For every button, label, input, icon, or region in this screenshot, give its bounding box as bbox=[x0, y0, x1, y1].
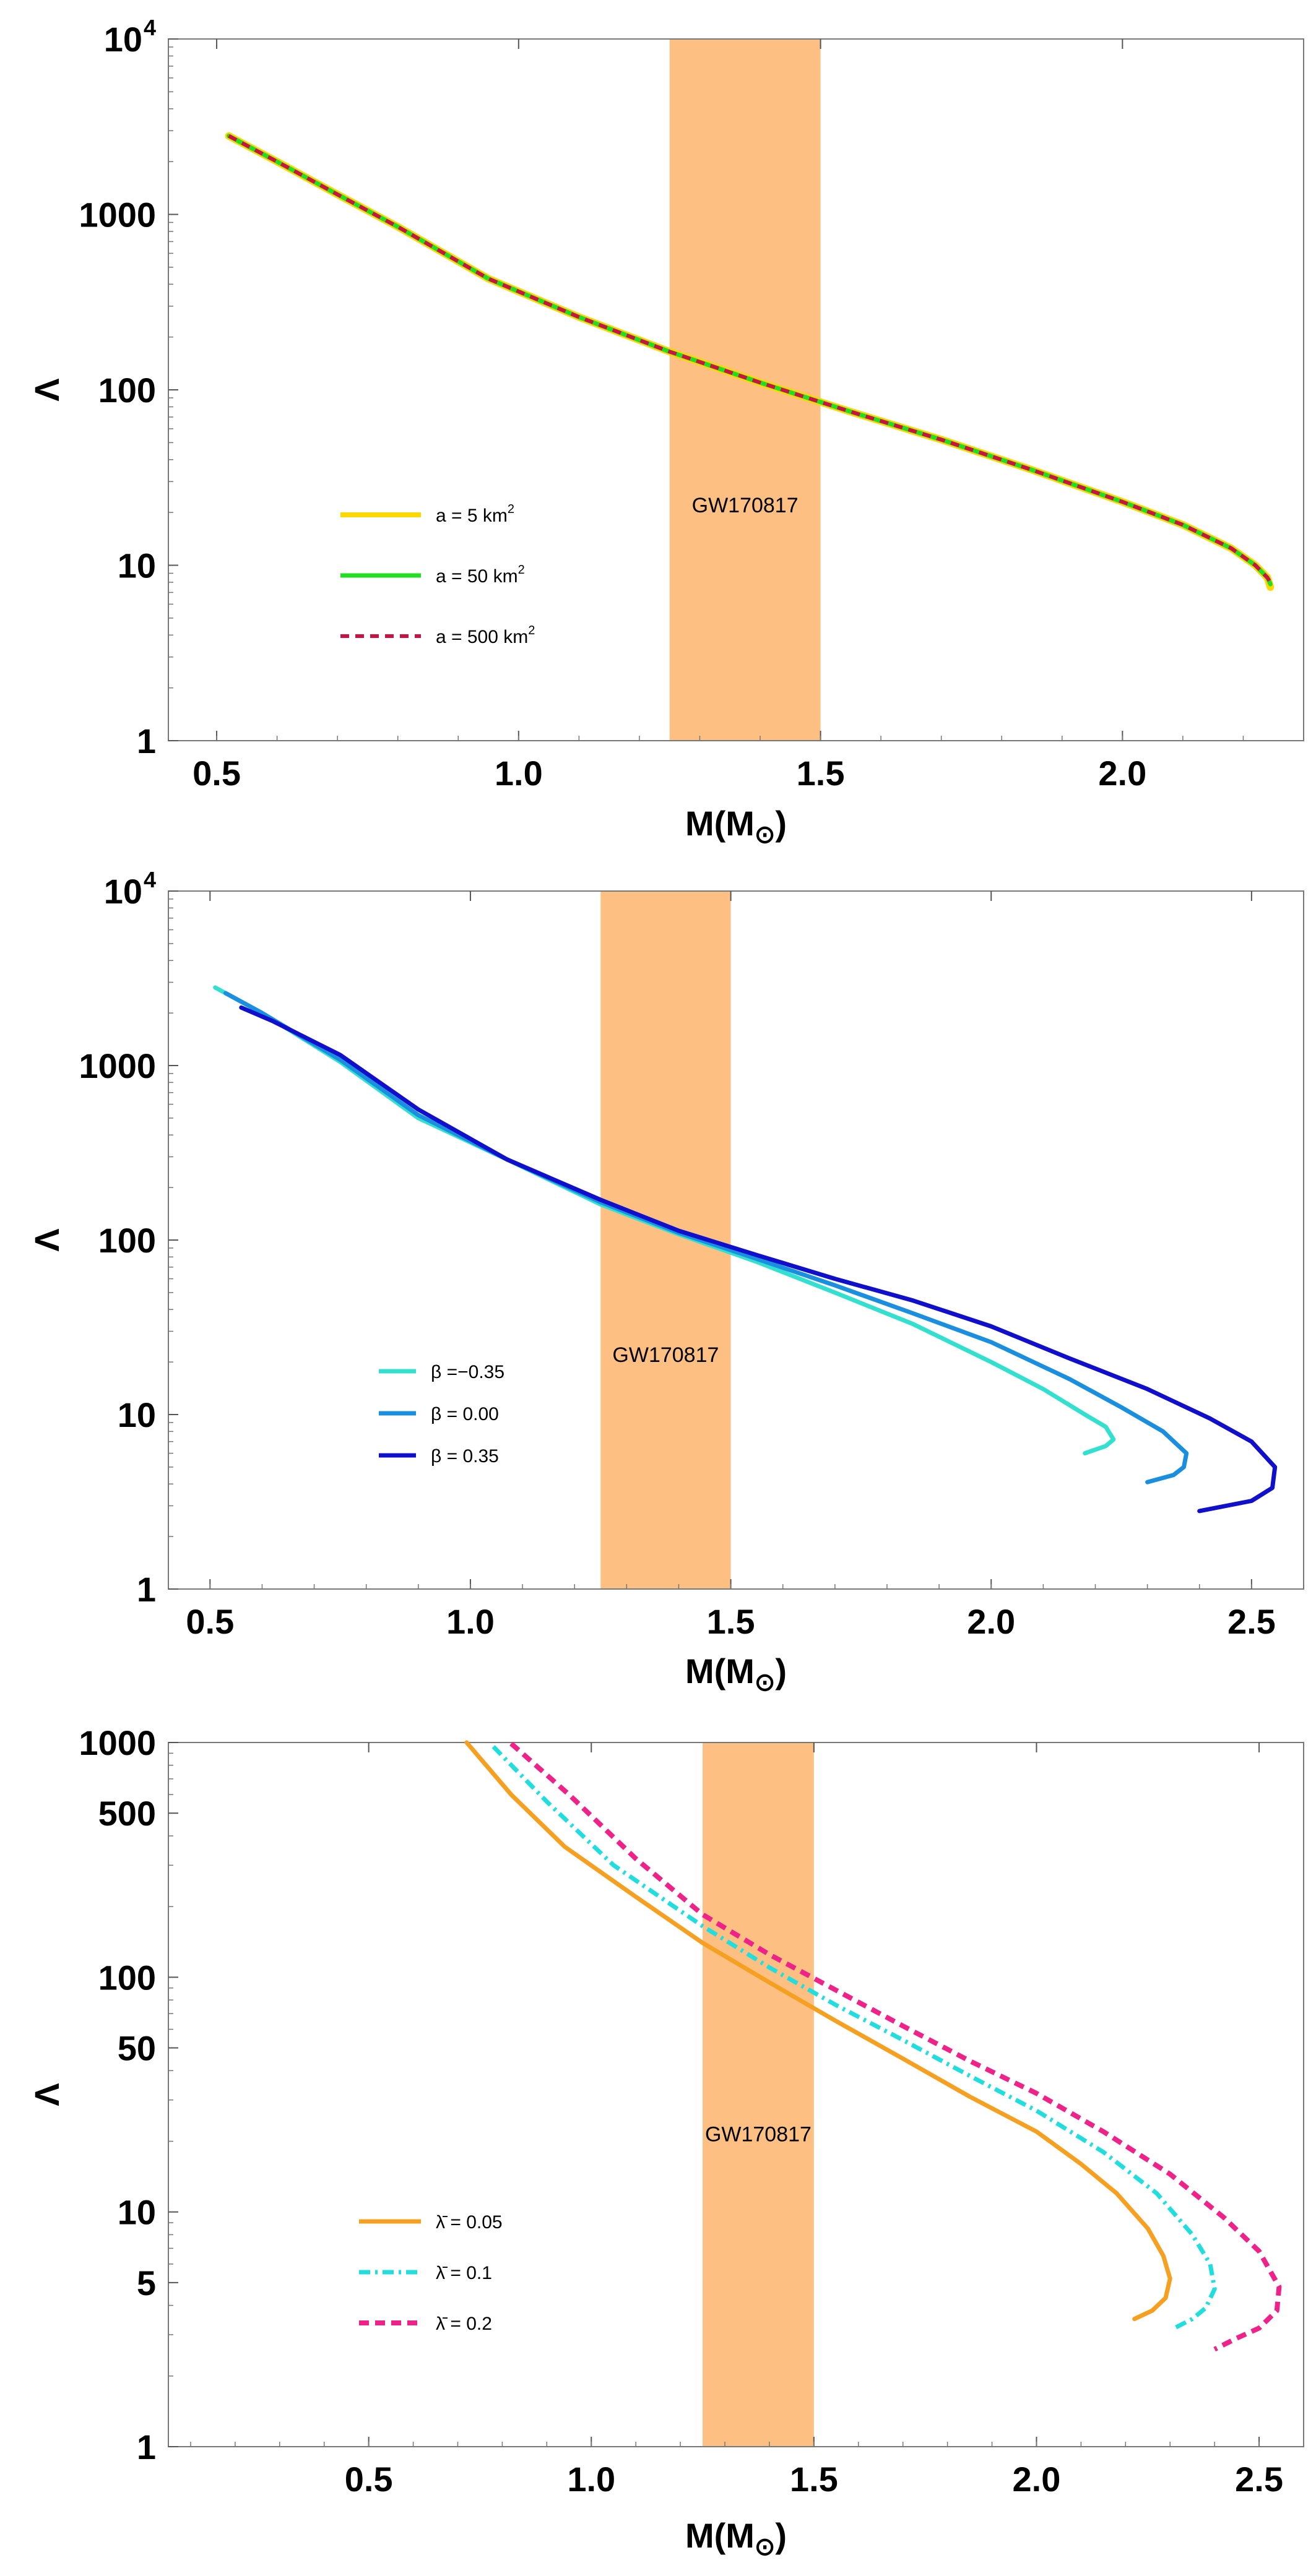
y-tick-label: 1000 bbox=[79, 1723, 156, 1762]
y-tick-label: 1 bbox=[137, 1570, 156, 1609]
y-tick-label: 50 bbox=[118, 2029, 156, 2068]
legend-label-1: λ̄ = 0.05 bbox=[436, 2212, 503, 2233]
x-axis-label: M(M⊙) bbox=[685, 2516, 787, 2561]
x-tick-label: 1.5 bbox=[797, 754, 845, 793]
y-tick-label-exponent: 4 bbox=[144, 867, 156, 892]
gw170817-band bbox=[669, 39, 821, 741]
legend-label-1: β =−0.35 bbox=[431, 1362, 504, 1382]
y-axis-label: Λ bbox=[27, 1228, 66, 1251]
y-tick-label: 1 bbox=[137, 2427, 156, 2466]
y-axis-label: Λ bbox=[27, 2083, 66, 2106]
x-tick-label: 1.0 bbox=[567, 2460, 615, 2499]
x-tick-label: 0.5 bbox=[193, 754, 241, 793]
x-tick-label: 2.5 bbox=[1227, 1602, 1276, 1641]
x-tick-label: 1.0 bbox=[495, 754, 543, 793]
y-tick-label: 10 bbox=[118, 1395, 156, 1434]
legend-label-3: a = 500 km2 bbox=[436, 624, 535, 647]
y-axis-label: Λ bbox=[27, 378, 66, 401]
plot-frame bbox=[168, 890, 1304, 1590]
y-tick-label: 10 bbox=[118, 2193, 156, 2232]
x-tick-label: 0.5 bbox=[345, 2460, 393, 2499]
legend-label-3: β = 0.35 bbox=[431, 1446, 499, 1467]
y-tick-label: 10 bbox=[104, 20, 142, 59]
legend-label-3: λ̄ = 0.2 bbox=[436, 2314, 492, 2334]
band-label: GW170817 bbox=[612, 1343, 719, 1367]
y-tick-label: 10 bbox=[104, 872, 142, 911]
series-line-3 bbox=[228, 134, 1272, 584]
y-tick-label: 5 bbox=[137, 2264, 156, 2302]
x-tick-label: 2.0 bbox=[967, 1602, 1015, 1641]
series-line-2 bbox=[491, 1745, 1217, 2330]
x-axis-label: M(M⊙) bbox=[685, 804, 787, 848]
y-tick-label-exponent: 4 bbox=[144, 15, 156, 40]
y-tick-label: 100 bbox=[98, 371, 156, 410]
band-label: GW170817 bbox=[692, 494, 799, 517]
series-line-3 bbox=[239, 1005, 1278, 1514]
x-tick-label: 1.5 bbox=[707, 1602, 755, 1641]
x-axis-label: M(M⊙) bbox=[685, 1652, 787, 1696]
x-tick-label: 2.5 bbox=[1235, 2460, 1283, 2499]
y-tick-label: 500 bbox=[98, 1794, 156, 1833]
legend-label-1: a = 5 km2 bbox=[436, 502, 514, 526]
legend-label-2: a = 50 km2 bbox=[436, 563, 525, 587]
x-tick-label: 1.5 bbox=[790, 2460, 838, 2499]
series-line-1 bbox=[213, 985, 1116, 1456]
x-tick-label: 2.0 bbox=[1098, 754, 1146, 793]
x-tick-label: 2.0 bbox=[1013, 2460, 1061, 2499]
y-tick-label: 10 bbox=[118, 546, 156, 585]
series-line-3 bbox=[509, 1741, 1282, 2352]
plot-frame bbox=[168, 1742, 1304, 2447]
chart-panel-3: 0.5 1.0 1.5 2.0 2.5 1 5 10 50 100 500 1000 GW170817 λ… bbox=[27, 1723, 1304, 2561]
y-tick-label: 100 bbox=[98, 1221, 156, 1260]
gw170817-band bbox=[703, 1742, 814, 2447]
series-line-2 bbox=[223, 991, 1189, 1484]
y-tick-label: 100 bbox=[98, 1958, 156, 1997]
y-tick-label: 1000 bbox=[79, 1046, 156, 1085]
series-line-1 bbox=[464, 1740, 1172, 2322]
x-tick-label: 1.0 bbox=[446, 1602, 495, 1641]
y-tick-label: 1 bbox=[137, 722, 156, 760]
x-tick-label: 0.5 bbox=[186, 1602, 234, 1641]
legend-label-2: λ̄ = 0.1 bbox=[436, 2263, 492, 2283]
y-tick-label: 1000 bbox=[79, 196, 156, 235]
legend-label-2: β = 0.00 bbox=[431, 1404, 499, 1424]
band-label: GW170817 bbox=[705, 2122, 812, 2146]
